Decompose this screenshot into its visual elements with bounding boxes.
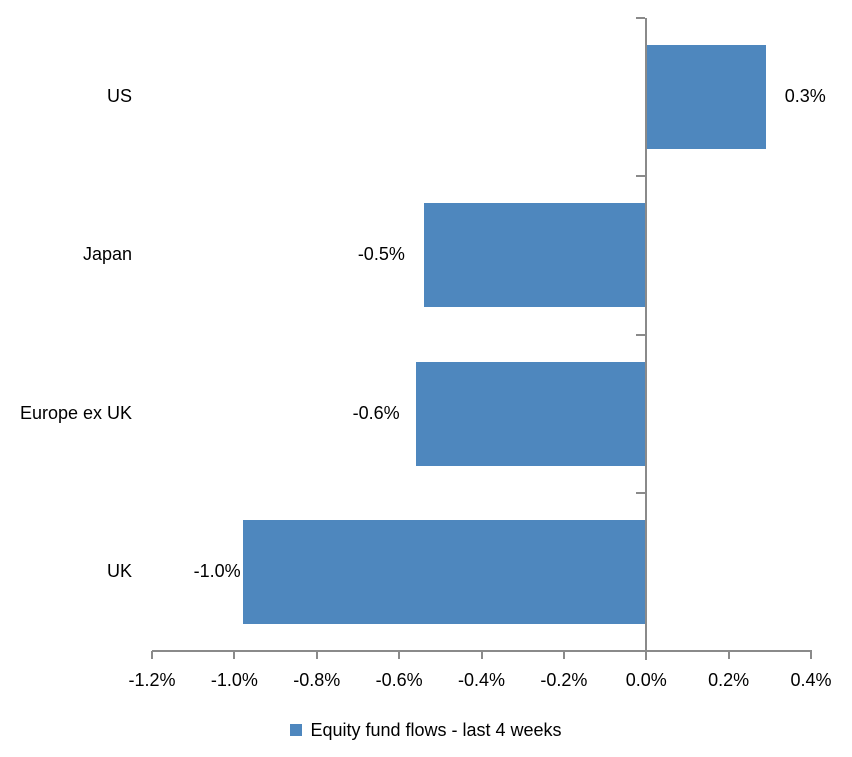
x-axis-tick [233,651,236,659]
x-axis-tick-label: -0.6% [375,670,423,690]
x-axis-tick-label: 0.4% [790,670,832,690]
y-axis-line [645,18,648,660]
y-axis-tick [636,491,646,494]
data-label-japan: -0.5% [357,244,405,265]
category-label-us: US [106,86,132,107]
bar-europe-ex-uk [415,361,647,466]
y-axis-tick [636,175,646,178]
legend: Equity fund flows - last 4 weeks [0,718,852,742]
data-label-europe-ex-uk: -0.6% [352,402,400,423]
x-axis-tick-label: -0.2% [540,670,588,690]
legend-label: Equity fund flows - last 4 weeks [310,719,562,740]
category-label-europe-ex-uk: Europe ex UK [19,402,132,423]
x-axis-tick-label: -1.0% [210,670,258,690]
x-axis-tick [398,651,401,659]
bar-uk [242,519,647,624]
bar-japan [423,203,647,308]
y-axis-tick [636,333,646,336]
x-axis-tick-label: -0.8% [293,670,341,690]
x-axis-tick [645,651,648,659]
y-axis-tick [636,17,646,19]
x-axis-tick-label: 0.2% [708,670,750,690]
category-label-uk: UK [106,560,132,581]
x-axis-tick-label: -0.4% [457,670,506,690]
x-axis-tick [315,651,318,659]
x-axis-tick [727,651,730,659]
x-axis-tick-label: 0.0% [625,670,667,690]
data-label-us: 0.3% [784,86,826,107]
x-axis-tick [562,651,565,659]
bar-us [646,45,766,150]
x-axis-tick [480,651,483,659]
x-axis-tick [151,651,153,659]
x-axis-tick [810,651,812,659]
data-label-uk: -1.0% [193,560,241,581]
category-label-japan: Japan [82,244,132,265]
x-axis-tick-label: -1.2% [128,670,176,690]
legend-color-swatch [290,724,303,736]
